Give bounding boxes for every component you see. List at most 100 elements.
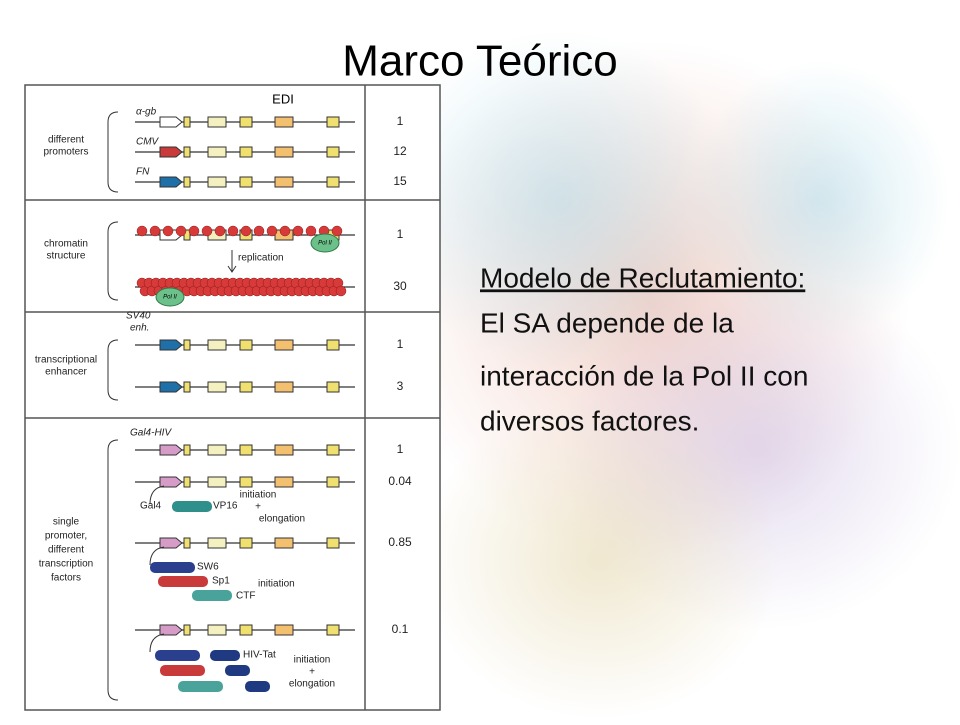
exon — [239, 339, 253, 351]
annotation: initiation — [294, 655, 331, 666]
row-value: 0.04 — [388, 474, 412, 488]
row-value: 12 — [393, 144, 407, 158]
exon — [183, 339, 191, 351]
annotation: initiation — [258, 579, 295, 590]
exon — [326, 381, 340, 393]
nucleosome — [214, 225, 226, 237]
row-value: 0.85 — [388, 535, 412, 549]
exon — [183, 476, 191, 488]
annotation: replication — [238, 253, 284, 264]
exon — [239, 176, 253, 188]
nucleosome — [136, 225, 148, 237]
nucleosome — [253, 225, 265, 237]
promoter — [159, 116, 183, 128]
nucleosome — [240, 225, 252, 237]
annotation: VP16 — [213, 501, 238, 512]
exon — [274, 339, 294, 351]
row-value: 1 — [397, 337, 404, 351]
promoter — [159, 624, 183, 636]
annotation: enh. — [130, 323, 149, 334]
exon — [274, 624, 294, 636]
exon — [326, 624, 340, 636]
promoter — [159, 476, 183, 488]
exon — [207, 381, 227, 393]
section-label: promoters — [43, 147, 88, 158]
exon — [207, 537, 227, 549]
nucleosome — [175, 225, 187, 237]
section-label: transcriptional — [35, 355, 97, 366]
brace — [107, 439, 119, 701]
exon — [207, 176, 227, 188]
exon — [183, 624, 191, 636]
pol-ii-label: Pol II — [318, 241, 332, 247]
annotation: HIV-Tat — [243, 650, 276, 661]
promoter — [159, 444, 183, 456]
annotation: elongation — [289, 679, 335, 690]
exon — [183, 537, 191, 549]
nucleosome — [266, 225, 278, 237]
pol-ii-label: Pol II — [163, 295, 177, 301]
promoter — [159, 339, 183, 351]
nucleosome — [331, 225, 343, 237]
exon — [207, 476, 227, 488]
annotation: + — [255, 502, 261, 513]
annotation: Gal4 — [140, 501, 162, 512]
recruit-arrow — [149, 546, 165, 566]
annotation: SV40 — [126, 311, 151, 322]
nucleosome — [335, 285, 347, 297]
nucleosome — [227, 225, 239, 237]
section-label: enhancer — [45, 367, 87, 378]
text-heading: Modelo de Reclutamiento: — [480, 262, 805, 293]
exon — [326, 116, 340, 128]
promoter — [159, 537, 183, 549]
text-line: El SA depende de la — [480, 307, 734, 338]
exon — [274, 116, 294, 128]
exon — [207, 624, 227, 636]
section-label: different — [48, 545, 84, 556]
exon — [274, 444, 294, 456]
exon — [239, 146, 253, 158]
section-label: structure — [47, 251, 86, 262]
exon — [207, 116, 227, 128]
exon — [326, 339, 340, 351]
nucleosome — [292, 225, 304, 237]
exon — [207, 339, 227, 351]
exon — [239, 537, 253, 549]
section-label: factors — [51, 573, 81, 584]
row-label: CMV — [136, 137, 160, 148]
section-label: promoter, — [45, 531, 87, 542]
exon — [239, 624, 253, 636]
promoter — [159, 381, 183, 393]
exon — [326, 176, 340, 188]
annotation: + — [309, 667, 315, 678]
exon — [326, 476, 340, 488]
annotation: SW6 — [197, 562, 219, 573]
section-label: chromatin — [44, 239, 88, 250]
annotation: Gal4-HIV — [130, 428, 172, 439]
exon — [274, 537, 294, 549]
constructs: differentpromotersα-gb1CMV12FN15chromati… — [35, 107, 412, 701]
annotation: CTF — [236, 591, 255, 602]
section-label: different — [48, 135, 84, 146]
brace — [107, 111, 119, 193]
nucleosome — [279, 225, 291, 237]
replication-arrow — [227, 250, 237, 273]
nucleosome — [305, 225, 317, 237]
row-label: α-gb — [136, 107, 157, 118]
exon — [183, 146, 191, 158]
exon — [274, 176, 294, 188]
nucleosome — [188, 225, 200, 237]
row-value: 1 — [397, 114, 404, 128]
section-label: single — [53, 517, 80, 528]
row-value: 30 — [393, 279, 407, 293]
nucleosome — [162, 225, 174, 237]
exon — [183, 444, 191, 456]
exon — [207, 146, 227, 158]
brace — [107, 339, 119, 401]
exon — [239, 444, 253, 456]
annotations: replication SV40 enh. Gal4-HIV Gal4 VP16… — [126, 253, 335, 692]
row-value: 0.1 — [392, 622, 409, 636]
recruit-arrow — [149, 485, 165, 505]
